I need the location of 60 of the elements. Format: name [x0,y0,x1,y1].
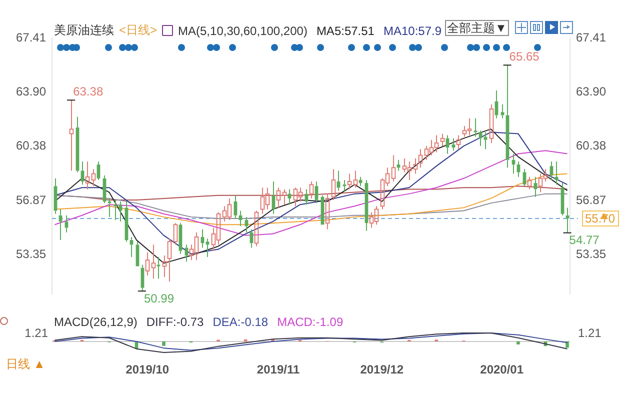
y2-tick-label: 56.87 [576,192,606,207]
candlestick [80,160,84,186]
candlestick [91,168,96,187]
text: MA10:57.9 [383,24,442,38]
candlestick [118,201,122,222]
y-tick-label: 63.90 [16,84,46,98]
chart-title: 美原油连续 [54,22,114,39]
candlestick [167,238,172,282]
y2-tick-label: 53.35 [576,247,606,262]
candlestick [418,148,423,168]
candlestick [440,133,445,147]
y-tick-label: 60.38 [16,138,46,153]
candlestick [478,130,482,147]
candlestick [145,252,150,276]
chart-subtitle: <日线> [119,22,158,39]
candlestick [151,244,156,280]
candlestick [353,170,358,188]
annotation: 63.38 [73,84,104,98]
candlestick [162,254,167,278]
candlestick [54,178,58,214]
candlestick [331,168,336,200]
candlestick [325,193,330,230]
candlestick [413,158,418,174]
legend-title: MA(5,10,30,60,100,200) [178,24,308,38]
candlestick [391,154,396,182]
x-tick-label: 2020/01 [480,362,524,377]
candlestick [85,160,90,190]
candlestick [489,104,494,144]
series-label: MACD:-1.09 [277,315,344,329]
y2-tick-label: 67.41 [576,30,606,44]
annotation: 54.77 [569,233,600,248]
candlestick [456,134,461,150]
candlestick [156,256,160,280]
candlestick [282,188,287,206]
series-label: DIFF:-0.73 [146,315,204,329]
text: MA5:57.51 [316,24,374,38]
chart-title: MACD(26,12,9) [54,315,138,329]
candlestick [136,241,140,266]
y2-tick-label: 63.90 [576,84,606,98]
y-tick-label: 56.87 [16,192,46,207]
annotation: 50.99 [144,291,174,306]
candlestick [178,222,182,254]
text: 全部主题▼ [447,21,507,35]
y-tick-label: 67.41 [16,30,46,44]
candlestick [347,173,352,190]
candlestick [276,187,281,208]
candlestick [522,168,526,187]
annotation: 65.65 [509,49,540,64]
x-tick-label: 2019/12 [360,362,404,377]
ref-line-label: 55.70 [585,211,616,226]
candlestick [550,160,554,180]
text: 1.21 [24,326,48,340]
candlestick [560,182,564,216]
series-label: DEA:-0.18 [212,315,268,329]
y2-tick-label: 60.38 [576,138,606,153]
y-tick-label: 53.35 [16,247,46,262]
text: 日线 ▲ [6,357,46,371]
x-tick-label: 2019/11 [256,362,300,377]
x-tick-label: 2019/10 [126,362,170,377]
text: 1.21 [578,326,602,340]
